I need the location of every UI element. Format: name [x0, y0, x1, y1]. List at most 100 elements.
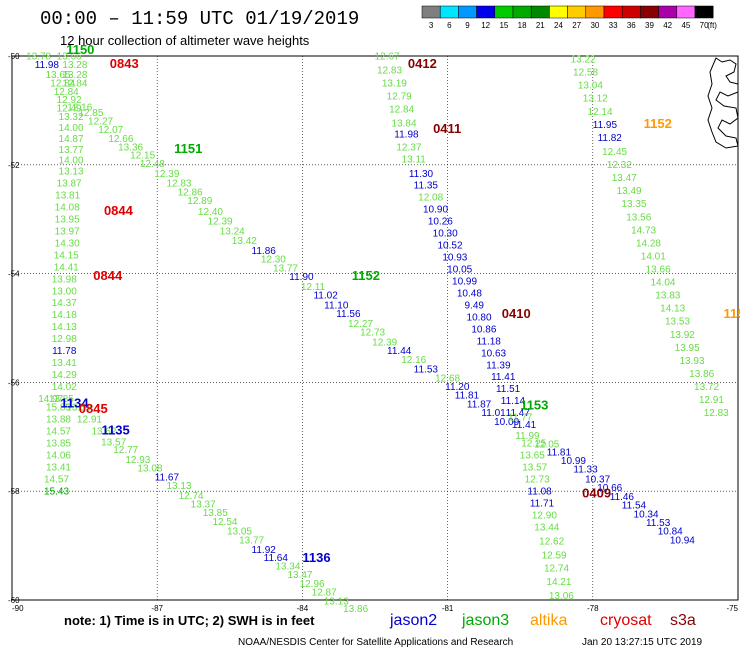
wave-height-value: 13.35 — [621, 199, 646, 210]
wave-height-value: 11.98 — [394, 130, 419, 141]
y-tick-label: -50 — [8, 52, 20, 61]
wave-height-value: 11.47 — [506, 408, 531, 419]
wave-height-value: 13.36 — [118, 143, 143, 154]
wave-height-value: 11.20 — [445, 382, 470, 393]
wave-height-value: 13.77 — [59, 145, 84, 156]
wave-height-value: 13.41 — [52, 358, 77, 369]
wave-height-value: 13.37 — [191, 500, 216, 511]
wave-height-value: 10.26 — [428, 217, 453, 228]
wave-height-value: 10.90 — [423, 205, 448, 216]
scale-swatch — [439, 5, 459, 19]
wave-height-value: 13.49 — [617, 186, 642, 197]
wave-height-value: 13.85 — [46, 439, 71, 450]
wave-height-value: 10.99 — [561, 456, 586, 467]
y-tick-label: -54 — [8, 270, 20, 279]
wave-height-value: 11.81 — [455, 391, 480, 402]
x-tick-label: -81 — [442, 604, 454, 613]
wave-height-value: 10.09 — [494, 417, 519, 428]
x-tick-label: -84 — [297, 604, 309, 613]
wave-height-value: 12.74 — [179, 491, 204, 502]
wave-height-value: 11.30 — [409, 169, 434, 180]
scale-swatch — [694, 5, 714, 19]
wave-height-value: 14.13 — [52, 322, 77, 333]
wave-height-value: 10.80 — [467, 312, 492, 323]
wave-height-value: 13.65 — [520, 451, 545, 462]
wave-height-value: 13.85 — [203, 508, 228, 519]
wave-height-value: 13.13 — [324, 596, 349, 607]
wave-height-value: 12.58 — [573, 68, 598, 79]
wave-height-value: 12.83 — [704, 408, 729, 419]
mission-legend-item: jason2 — [389, 612, 437, 629]
wave-height-value: 13.41 — [46, 463, 71, 474]
scale-swatch — [621, 5, 641, 19]
footer-note: note: 1) Time is in UTC; 2) SWH is in fe… — [64, 613, 315, 628]
wave-height-value: 14.08 — [55, 202, 80, 213]
wave-height-value: 12.25 — [521, 439, 546, 450]
wave-height-value: 13.92 — [670, 330, 695, 341]
x-tick-label: -90 — [12, 604, 24, 613]
wave-height-value: 12.16 — [67, 102, 92, 113]
x-tick-label: -78 — [587, 604, 599, 613]
pass-time-label: 0410 — [502, 306, 531, 321]
wave-height-value: 11.41 — [491, 372, 516, 383]
wave-height-value: 12.40 — [198, 207, 223, 218]
pass-time-label: 0844 — [104, 203, 134, 218]
wave-height-value: 11.53 — [646, 518, 671, 529]
wave-height-value: 13.77 — [239, 535, 264, 546]
pass-time-label: 1153 — [520, 398, 548, 413]
wave-height-value: 12.89 — [187, 196, 212, 207]
scale-swatch — [549, 5, 568, 19]
wave-height-value: 14.37 — [52, 298, 77, 309]
wave-height-value: 13.83 — [655, 291, 680, 302]
wave-height-value: 11.77 — [508, 412, 533, 423]
wave-height-labels: 13.7811.9813.6613.2813.6513.2812.8412.84… — [26, 51, 729, 615]
wave-height-value: 15.43 — [44, 486, 69, 497]
wave-height-value: 14.29 — [52, 370, 77, 381]
axis-ticks: -90 -87 -84 -81 -78 -75 -50 -52 -54 -56 -58 -60 — [8, 52, 739, 613]
wave-height-value: 14.87 — [59, 134, 84, 145]
wave-height-value: 11.53 — [414, 365, 439, 376]
wave-height-value: 13.08 — [137, 464, 162, 475]
wave-height-value: 10.52 — [438, 241, 463, 252]
wave-height-value: 12.87 — [312, 588, 337, 599]
wave-height-value: 13.66 — [646, 265, 671, 276]
pass-time-label: 0409 — [582, 486, 611, 501]
y-tick-label: -58 — [8, 487, 20, 496]
wave-height-value: 11.02 — [313, 291, 338, 302]
pass-time-label: 0843 — [110, 56, 139, 71]
wave-height-value: 14.97 — [38, 394, 63, 405]
wave-height-value: 14.00 — [59, 156, 84, 167]
wave-height-value: 13.86 — [343, 604, 368, 615]
pass-time-label: 115 — [723, 306, 740, 321]
wave-height-value: 11.82 — [598, 133, 623, 144]
scale-label: 3 — [429, 21, 434, 30]
pass-time-label: 1136 — [302, 550, 330, 565]
wave-height-value: 14.21 — [546, 577, 571, 588]
wave-height-value: 11.10 — [324, 300, 349, 311]
wave-height-value: 12.86 — [178, 187, 203, 198]
wave-height-value: 11.08 — [527, 486, 552, 497]
scale-label: 21 — [536, 21, 545, 30]
scale-swatch — [421, 5, 441, 19]
wave-height-value: 13.24 — [220, 226, 245, 237]
wave-height-value: 13.78 — [26, 51, 51, 62]
wave-height-value: 14.00 — [59, 123, 84, 134]
chart-title: 00:00 – 11:59 UTC 01/19/2019 — [40, 8, 359, 30]
wave-height-value: 13.77 — [273, 263, 298, 274]
wave-height-value: 12.91 — [77, 415, 102, 426]
wave-height-value: 12.27 — [348, 319, 373, 330]
wave-height-value: 13.00 — [52, 286, 77, 297]
wave-height-value: 12.62 — [539, 537, 564, 548]
wave-height-value: 11.41 — [512, 420, 537, 431]
wave-height-value: 14.02 — [52, 382, 77, 393]
wave-height-value: 12.54 — [212, 517, 237, 528]
wave-height-value: 10.93 — [442, 253, 467, 264]
wave-height-value: 12.07 — [98, 125, 123, 136]
scale-swatch — [603, 5, 623, 19]
wave-height-value: 11.35 — [414, 181, 439, 192]
pass-time-label: 1152 — [352, 268, 380, 283]
wave-height-value: 12.92 — [57, 95, 82, 106]
wave-height-value: 10.84 — [658, 527, 683, 538]
footer-credit: NOAA/NESDIS Center for Satellite Applica… — [238, 637, 513, 648]
